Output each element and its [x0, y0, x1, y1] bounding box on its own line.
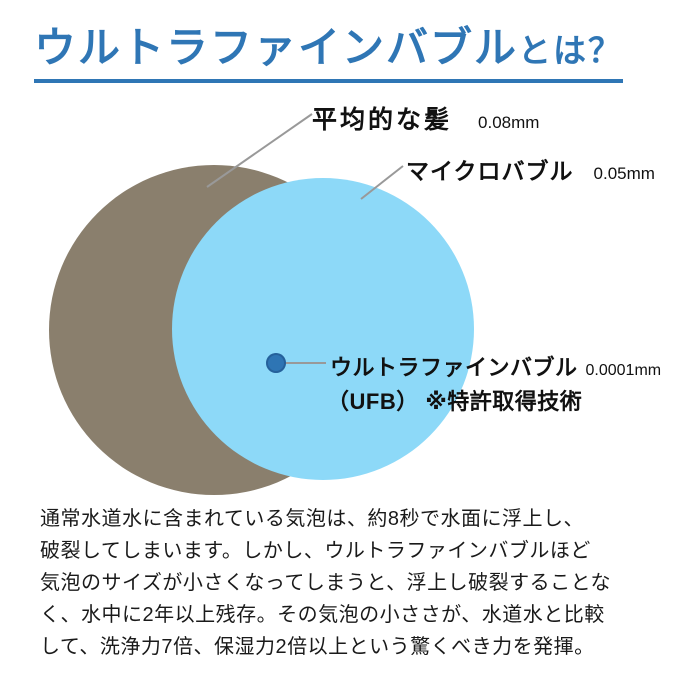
- page-title: ウルトラファインバブルとは？: [34, 24, 624, 84]
- hair-size-value: 0.08mm: [478, 113, 540, 132]
- hair-label-text: 平均的な髪: [312, 106, 453, 134]
- description-line: 破裂してしまいます。しかし、ウルトラファインバブルほど: [40, 540, 591, 562]
- page-title-suffix: とは？: [518, 32, 624, 69]
- ufb-note: （UFB） ※特許取得技術: [327, 389, 583, 414]
- description-paragraph: 通常水道水に含まれている気泡は、約8秒で水面に浮上し、 破裂してしまいます。しか…: [40, 503, 652, 663]
- ufb-dot: [266, 353, 286, 373]
- microbubble-label: マイクロバブル 0.05mm: [406, 152, 655, 186]
- microbubble-size-value: 0.05mm: [593, 164, 655, 183]
- microbubble-label-text: マイクロバブル: [406, 158, 574, 184]
- ufb-size-value: 0.0001mm: [585, 362, 662, 379]
- ufb-label: ウルトラファインバブル 0.0001mm: [330, 350, 661, 382]
- description-line: く、水中に2年以上残存。その気泡の小ささが、水道水と比較: [40, 604, 605, 626]
- ufb-label-text: ウルトラファインバブル: [330, 355, 578, 380]
- microbubble-circle: [172, 178, 474, 480]
- description-line: して、洗浄力7倍、保湿力2倍以上という驚くべき力を発揮。: [40, 636, 595, 658]
- page-title-main: ウルトラファインバブル: [34, 24, 519, 71]
- hair-label: 平均的な髪 0.08mm: [312, 100, 539, 136]
- description-line: 通常水道水に含まれている気泡は、約8秒で水面に浮上し、: [40, 508, 585, 530]
- description-line: 気泡のサイズが小さくなってしまうと、浮上し破裂することな: [40, 572, 611, 594]
